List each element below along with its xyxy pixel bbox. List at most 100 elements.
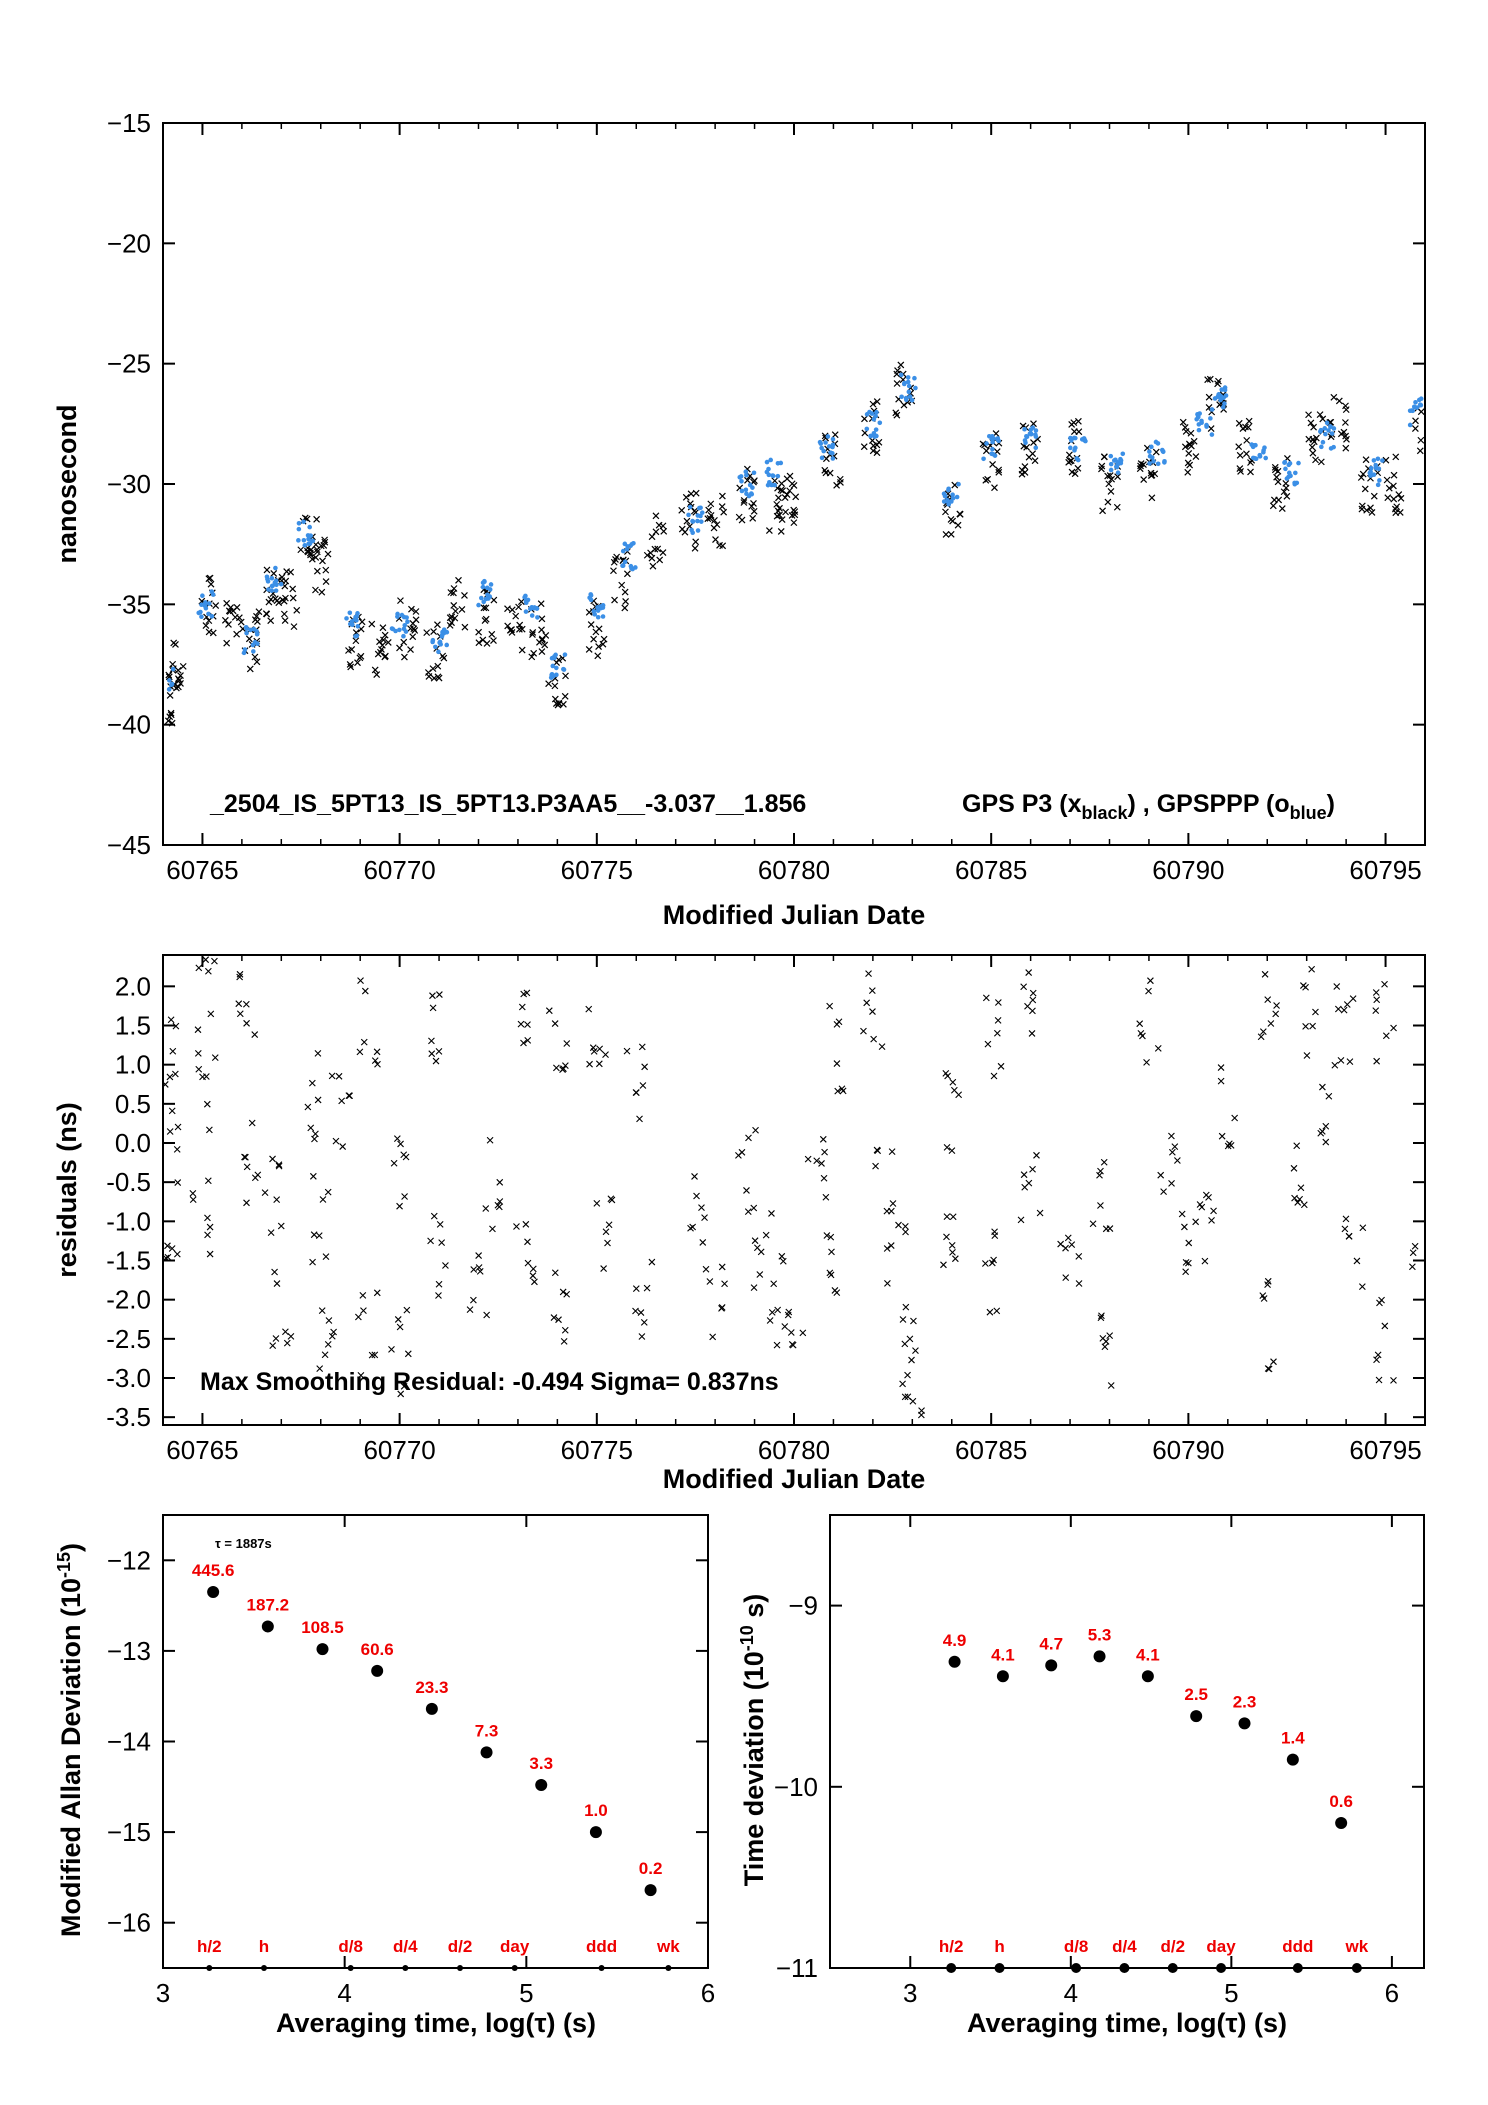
residual-x-marker <box>374 1060 381 1068</box>
black-x-marker <box>720 508 728 516</box>
residual-x-marker <box>204 1231 211 1239</box>
black-x-marker <box>313 515 321 523</box>
residual-x-marker <box>1334 1005 1342 1013</box>
residual-x-marker <box>1182 1268 1190 1276</box>
black-x-marker <box>423 629 431 637</box>
residual-x-marker <box>982 994 990 1002</box>
residual-x-marker <box>602 1051 609 1058</box>
black-x-marker <box>346 660 354 668</box>
black-x-marker <box>791 511 799 519</box>
residual-x-marker <box>207 1010 215 1018</box>
residual-x-marker <box>428 1050 436 1058</box>
black-x-marker <box>490 637 497 644</box>
black-x-marker <box>712 536 719 543</box>
residual-x-marker <box>990 1256 997 1264</box>
residual-x-marker <box>1264 1277 1272 1285</box>
blue-o-marker <box>989 451 994 457</box>
blue-o-marker <box>1250 455 1256 461</box>
residual-x-marker <box>1168 1148 1176 1156</box>
black-x-marker <box>984 475 992 483</box>
residual-x-marker <box>275 1162 283 1170</box>
blue-o-marker <box>1319 444 1324 450</box>
residual-x-marker <box>779 1257 787 1265</box>
black-x-marker <box>411 627 419 634</box>
residual-x-marker <box>1057 1240 1064 1248</box>
black-x-marker <box>434 673 442 681</box>
x-tick-label: 60770 <box>363 855 435 885</box>
blue-o-marker <box>1322 426 1328 431</box>
residual-x-marker <box>827 1233 835 1241</box>
residual-x-marker <box>1025 969 1033 976</box>
black-x-marker <box>380 636 387 644</box>
black-x-marker <box>778 516 786 524</box>
blue-o-marker <box>764 459 770 465</box>
residual-x-marker <box>346 1092 354 1100</box>
residual-x-marker <box>403 1306 411 1314</box>
black-x-marker <box>1307 419 1315 427</box>
residual-x-marker <box>990 1072 998 1080</box>
blue-o-marker <box>903 397 909 403</box>
blue-o-marker <box>1375 456 1381 462</box>
blue-o-marker <box>1368 465 1374 471</box>
residual-x-marker <box>309 1172 317 1180</box>
residual-x-marker <box>1382 1032 1390 1040</box>
x-tick-label: 5 <box>519 1978 533 2008</box>
black-x-marker <box>1104 472 1112 480</box>
blue-o-marker <box>775 473 781 479</box>
blue-o-marker <box>1326 428 1331 433</box>
residual-x-marker <box>691 1173 698 1180</box>
x-tick-label: 60780 <box>758 855 830 885</box>
blue-o-marker <box>913 385 918 391</box>
residual-x-marker <box>640 1318 648 1326</box>
residual-x-marker <box>818 1160 825 1167</box>
black-x-marker <box>687 490 695 498</box>
blue-o-marker <box>905 379 911 385</box>
residual-x-marker <box>428 1037 435 1045</box>
black-x-marker <box>1107 488 1115 495</box>
residual-x-marker <box>863 999 871 1007</box>
black-x-marker <box>718 492 726 500</box>
y-tick-label: −20 <box>107 228 151 258</box>
blue-o-marker <box>1323 431 1328 437</box>
blue-o-marker <box>1073 445 1078 451</box>
black-x-marker <box>954 521 962 529</box>
black-x-marker <box>529 629 537 636</box>
y-axis-label: nanosecond <box>52 404 82 563</box>
residual-x-marker <box>1331 1061 1339 1069</box>
residual-x-marker <box>1173 1157 1181 1164</box>
black-x-marker <box>1184 468 1192 476</box>
residual-x-marker <box>721 1280 728 1288</box>
series-legend: GPS P3 (xblack) , GPSPPP (oblue) <box>962 790 1335 823</box>
residual-x-marker <box>750 1204 758 1212</box>
blue-o-marker <box>1204 424 1209 429</box>
black-x-marker <box>831 431 839 439</box>
blue-o-marker <box>1072 435 1078 441</box>
residual-x-marker <box>944 1072 951 1080</box>
blue-o-marker <box>199 602 204 608</box>
residual-x-marker <box>1097 1314 1105 1322</box>
residual-x-marker <box>243 1163 251 1171</box>
residual-x-marker <box>1257 1033 1265 1041</box>
black-x-marker <box>599 640 607 648</box>
y-tick-label: −9 <box>788 1591 818 1621</box>
black-x-marker <box>312 586 319 594</box>
blue-o-marker <box>1068 435 1073 441</box>
blue-o-marker <box>990 446 995 452</box>
black-x-marker <box>618 581 626 589</box>
black-x-marker <box>1140 476 1148 483</box>
deviation-value-label: 0.2 <box>639 1859 663 1878</box>
blue-o-marker <box>1380 458 1385 463</box>
blue-o-marker <box>766 472 772 478</box>
residual-x-marker <box>373 1289 381 1297</box>
residual-x-marker <box>698 1204 705 1211</box>
residual-x-marker <box>172 1022 180 1030</box>
residual-x-marker <box>869 1008 876 1015</box>
black-x-marker <box>1341 419 1349 426</box>
residual-x-marker <box>828 1248 835 1256</box>
residual-x-marker <box>632 1307 639 1315</box>
x-tick-label: 60765 <box>166 1435 238 1465</box>
black-x-marker <box>621 588 629 596</box>
residual-x-marker <box>1293 1142 1301 1150</box>
black-x-marker <box>1104 498 1112 506</box>
